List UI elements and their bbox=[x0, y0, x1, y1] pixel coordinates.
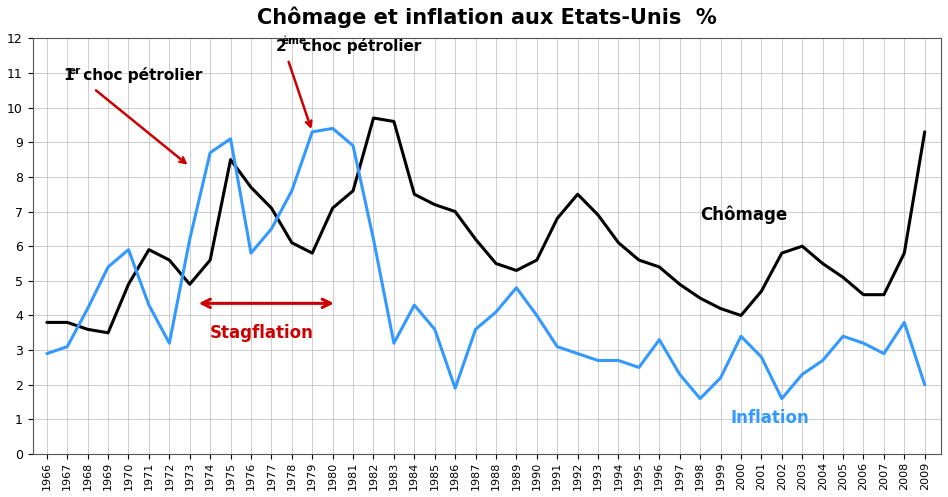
Text: er: er bbox=[69, 66, 82, 76]
Text: choc pétrolier: choc pétrolier bbox=[79, 68, 203, 83]
Text: Stagflation: Stagflation bbox=[210, 324, 313, 342]
Text: Inflation: Inflation bbox=[731, 409, 810, 426]
Text: Chômage: Chômage bbox=[701, 206, 788, 224]
Text: 2: 2 bbox=[276, 39, 286, 54]
Text: choc pétrolier: choc pétrolier bbox=[297, 38, 421, 54]
Text: ème: ème bbox=[282, 36, 306, 46]
Text: 1: 1 bbox=[64, 69, 74, 83]
Title: Chômage et inflation aux Etats-Unis  %: Chômage et inflation aux Etats-Unis % bbox=[257, 7, 717, 28]
